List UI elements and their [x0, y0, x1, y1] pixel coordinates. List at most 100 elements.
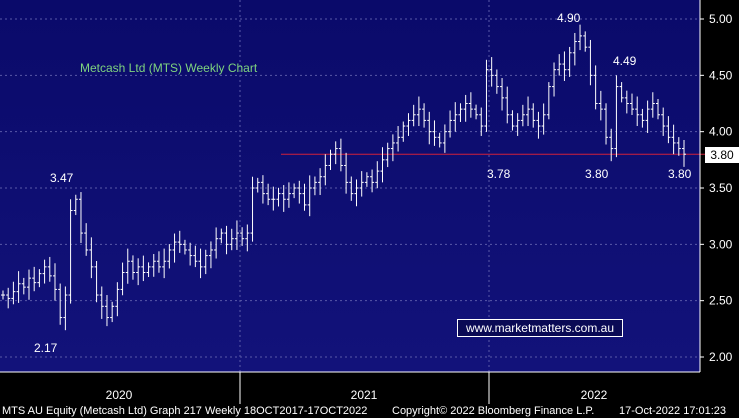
- ohlc-bar: [307, 175, 312, 217]
- ohlc-bar: [63, 286, 68, 331]
- ohlc-bar: [214, 227, 219, 259]
- ohlc-bar: [182, 239, 187, 255]
- footer-timestamp: 17-Oct-2022 17:01:23: [619, 405, 727, 417]
- ohlc-bar: [68, 199, 73, 304]
- ohlc-bar: [89, 237, 94, 279]
- ohlc-bar: [136, 258, 141, 286]
- ohlc-bar: [297, 180, 302, 204]
- ohlc-bar: [422, 103, 427, 128]
- ohlc-bar: [520, 104, 525, 127]
- ohlc-bar: [650, 92, 655, 118]
- y-axis: 5.00 4.50 4.00 3.50 3.00 2.50 2.00: [699, 0, 733, 372]
- ohlc-bar: [193, 245, 198, 268]
- ohlc-bar: [266, 183, 271, 206]
- ohlc-bar: [224, 225, 229, 255]
- ohlc-bar: [52, 263, 57, 301]
- x-tick-label: 2022: [581, 388, 608, 402]
- ohlc-bar: [474, 104, 479, 120]
- ohlc-bar: [11, 281, 16, 305]
- ohlc-bar: [323, 154, 328, 186]
- ohlc-bar: [437, 132, 442, 148]
- ohlc-bar: [526, 96, 531, 127]
- ohlc-bar: [656, 98, 661, 120]
- ohlc-bar: [546, 82, 551, 120]
- ohlc-bar: [110, 301, 115, 323]
- ohlc-bar: [593, 65, 598, 110]
- ohlc-bar: [588, 39, 593, 86]
- ohlc-bar: [156, 251, 161, 273]
- ohlc-bar: [614, 75, 619, 158]
- ohlc-bar: [47, 256, 52, 282]
- footer-left: MTS AU Equity (Metcash Ltd) Graph 217 We…: [2, 405, 368, 417]
- ohlc-bar: [125, 248, 130, 284]
- ohlc-bar: [240, 227, 245, 246]
- annotations: 3.47 2.17 4.90 4.49 3.78 3.80 3.80: [34, 11, 692, 355]
- ohlc-bar: [666, 116, 671, 144]
- ohlc-bar: [552, 62, 557, 97]
- ohlc-bar: [661, 107, 666, 136]
- ohlc-bar: [292, 183, 297, 199]
- ohlc-bar: [318, 168, 323, 195]
- ohlc-bar: [401, 121, 406, 142]
- ohlc-bar: [271, 186, 276, 211]
- ohlc-bar: [604, 103, 609, 145]
- ohlc-bar: [583, 31, 588, 52]
- price-annotation: 4.49: [613, 54, 637, 68]
- ohlc-bar: [78, 192, 83, 243]
- price-annotation: 3.80: [668, 167, 692, 181]
- ohlc-bar: [58, 283, 63, 325]
- plot-area: [0, 0, 700, 372]
- ohlc-bar: [234, 220, 239, 250]
- ohlc-bar: [229, 228, 234, 251]
- price-chart: 3.47 2.17 4.90 4.49 3.78 3.80 3.80 5.00 4.50 4.0…: [0, 0, 733, 404]
- ohlc-bar: [120, 262, 125, 296]
- ohlc-bar: [494, 69, 499, 94]
- ohlc-bar: [344, 152, 349, 194]
- ohlc-bar: [536, 111, 541, 139]
- ohlc-bar: [411, 104, 416, 127]
- ohlc-bar: [619, 82, 624, 103]
- ohlc-bar: [484, 59, 489, 132]
- ohlc-bar: [203, 249, 208, 275]
- ohlc-bar: [531, 103, 536, 128]
- ohlc-bar: [21, 277, 26, 295]
- ohlc-bar: [99, 286, 104, 319]
- y-tick-label: 2.50: [709, 294, 733, 308]
- ohlc-bar: [250, 176, 255, 242]
- ohlc-bar: [84, 223, 89, 256]
- ohlc-bar: [630, 93, 635, 115]
- ohlc-bar: [245, 224, 250, 252]
- ohlc-bar: [312, 176, 317, 196]
- ohlc-bar: [380, 147, 385, 183]
- ohlc-bar: [354, 179, 359, 207]
- footer-bar: MTS AU Equity (Metcash Ltd) Graph 217 We…: [0, 404, 739, 418]
- ohlc-bar: [349, 176, 354, 201]
- ohlc-bar: [635, 96, 640, 127]
- ohlc-bar: [219, 228, 224, 244]
- ohlc-bar: [458, 103, 463, 122]
- ohlc-bar: [141, 255, 146, 282]
- ohlc-bar: [448, 110, 453, 138]
- ohlc-bar: [167, 244, 172, 269]
- ohlc-bar: [624, 90, 629, 114]
- ohlc-bar: [468, 92, 473, 118]
- ohlc-bar: [515, 113, 520, 136]
- ohlc-bar: [396, 126, 401, 152]
- ohlc-bar: [567, 46, 572, 77]
- y-tick-label: 3.50: [709, 181, 733, 195]
- ohlc-bar: [375, 161, 380, 189]
- ohlc-bar: [276, 187, 281, 207]
- price-annotation: 3.80: [585, 167, 609, 181]
- ohlc-bar: [645, 100, 650, 134]
- ohlc-bar: [260, 175, 265, 204]
- ohlc-bar: [16, 271, 21, 303]
- footer-copyright: Copyright© 2022 Bloomberg Finance L.P.: [392, 405, 595, 417]
- ohlc-bar: [42, 259, 47, 284]
- ohlc-bar: [198, 248, 203, 279]
- y-tick-label: 4.50: [709, 68, 733, 82]
- ohlc-bar: [177, 230, 182, 253]
- ohlc-bar: [510, 110, 515, 131]
- ohlc-bar: [338, 138, 343, 172]
- ohlc-bar: [370, 169, 375, 193]
